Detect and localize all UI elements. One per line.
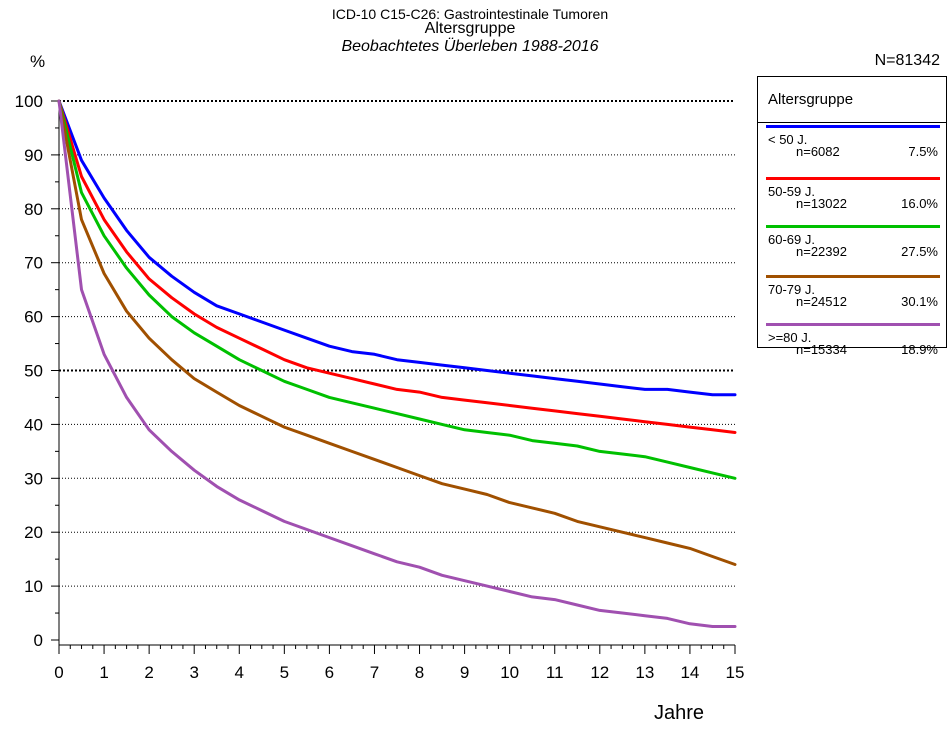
legend-item-60-69: 60-69 J. n=22392 27.5% xyxy=(758,225,946,269)
legend-swatch xyxy=(766,177,940,180)
x-tick-label-14: 14 xyxy=(680,663,699,682)
x-tick-label-2: 2 xyxy=(144,663,153,682)
y-tick-label-90: 90 xyxy=(24,146,43,165)
legend-swatch xyxy=(766,125,940,128)
x-tick-label-5: 5 xyxy=(280,663,289,682)
legend-swatch xyxy=(766,323,940,326)
series-line-0 xyxy=(57,99,737,397)
y-tick-label-60: 60 xyxy=(24,308,43,327)
series-line-3 xyxy=(57,99,737,566)
legend-label: 50-59 J. xyxy=(768,184,815,199)
y-tick-label-30: 30 xyxy=(24,469,43,488)
y-tick-label-50: 50 xyxy=(24,362,43,381)
legend-count: n=22392 xyxy=(796,244,847,259)
x-tick-label-4: 4 xyxy=(235,663,244,682)
x-tick-label-7: 7 xyxy=(370,663,379,682)
legend-label: 60-69 J. xyxy=(768,232,815,247)
y-tick-label-40: 40 xyxy=(24,415,43,434)
series-line-4 xyxy=(57,99,737,628)
grid-lines xyxy=(59,100,735,587)
x-tick-label-10: 10 xyxy=(500,663,519,682)
chart-subtitle: Altersgruppe xyxy=(424,20,516,37)
chart-subtitle-period: Beobachtetes Überleben 1988-2016 xyxy=(341,38,599,55)
legend-percent: 16.0% xyxy=(901,196,938,211)
x-tick-label-9: 9 xyxy=(460,663,469,682)
y-tick-label-0: 0 xyxy=(34,631,43,650)
series-lines xyxy=(57,99,737,628)
legend-item-80-plus: >=80 J. n=15334 18.9% xyxy=(758,323,946,367)
x-tick-label-11: 11 xyxy=(546,663,564,682)
total-n-label: N=81342 xyxy=(874,52,940,69)
legend-percent: 18.9% xyxy=(901,342,938,357)
y-tick-label-20: 20 xyxy=(24,523,43,542)
legend-count: n=15334 xyxy=(796,342,847,357)
x-tick-label-3: 3 xyxy=(189,663,198,682)
legend-item-under-50: < 50 J. n=6082 7.5% xyxy=(758,125,946,169)
legend-title: Altersgruppe xyxy=(768,91,854,108)
legend-item-70-79: 70-79 J. n=24512 30.1% xyxy=(758,275,946,319)
x-tick-label-0: 0 xyxy=(54,663,63,682)
y-tick-label-80: 80 xyxy=(24,200,43,219)
series-line-1 xyxy=(57,99,737,434)
x-tick-label-13: 13 xyxy=(635,663,654,682)
legend-swatch xyxy=(766,225,940,228)
y-tick-label-10: 10 xyxy=(24,577,43,596)
y-tick-label-100: 100 xyxy=(15,92,43,111)
legend-label: < 50 J. xyxy=(768,132,808,147)
legend-item-50-59: 50-59 J. n=13022 16.0% xyxy=(758,177,946,221)
x-tick-label-6: 6 xyxy=(325,663,334,682)
legend-divider xyxy=(758,122,946,123)
legend-percent: 27.5% xyxy=(901,244,938,259)
legend-percent: 30.1% xyxy=(901,294,938,309)
x-tick-label-8: 8 xyxy=(415,663,424,682)
x-tick-label-15: 15 xyxy=(726,663,745,682)
legend: Altersgruppe < 50 J. n=6082 7.5% 50-59 J… xyxy=(757,76,947,357)
legend-percent: 7.5% xyxy=(908,144,938,159)
series-line-2 xyxy=(57,99,737,480)
legend-swatch xyxy=(766,275,940,278)
x-tick-label-1: 1 xyxy=(99,663,108,682)
y-tick-label-70: 70 xyxy=(24,254,43,273)
legend-label: >=80 J. xyxy=(768,330,812,345)
legend-label: 70-79 J. xyxy=(768,282,815,297)
legend-count: n=13022 xyxy=(796,196,847,211)
y-axis-label: % xyxy=(30,52,46,71)
legend-count: n=6082 xyxy=(796,144,840,159)
chart-title: ICD-10 C15-C26: Gastrointestinale Tumore… xyxy=(331,6,609,22)
x-tick-label-12: 12 xyxy=(590,663,609,682)
legend-count: n=24512 xyxy=(796,294,847,309)
x-axis-label: Jahre xyxy=(654,702,705,724)
